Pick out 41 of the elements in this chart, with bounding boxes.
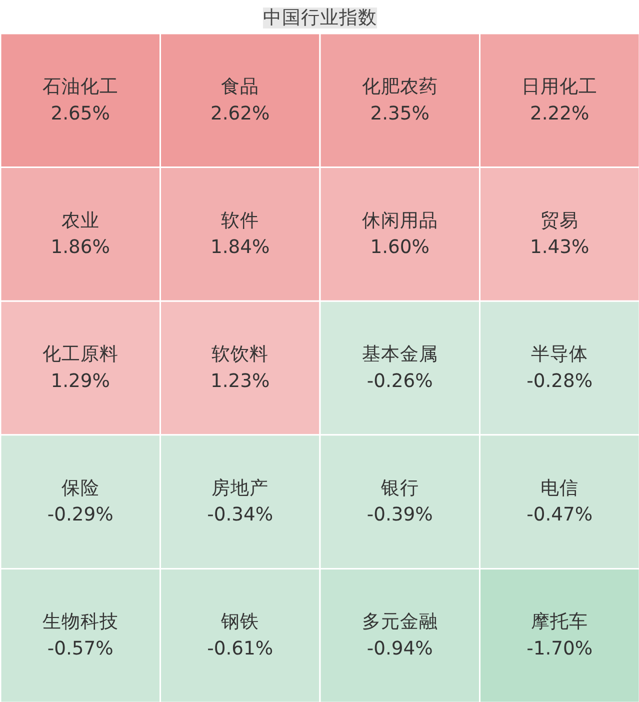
- data-label: 1.86%: [50, 237, 110, 258]
- data-label: 2.22%: [530, 103, 590, 124]
- data-label: 2.65%: [50, 103, 110, 124]
- data-label: -0.47%: [526, 504, 593, 526]
- category-label: 电信: [540, 478, 579, 499]
- data-label: 1.60%: [370, 237, 430, 258]
- category-label: 日用化工: [522, 76, 598, 98]
- category-label: 化肥农药: [362, 76, 438, 98]
- category-label: 多元金融: [362, 612, 438, 633]
- data-label: -0.26%: [366, 370, 433, 392]
- category-label: 钢铁: [220, 612, 260, 633]
- category-label: 基本金属: [362, 344, 438, 366]
- data-label: -0.28%: [526, 370, 593, 392]
- category-label: 半导体: [531, 344, 588, 366]
- data-label: -0.29%: [47, 504, 114, 526]
- category-label: 保险: [61, 478, 100, 499]
- data-label: 1.84%: [210, 237, 270, 258]
- data-label: -0.57%: [47, 638, 114, 660]
- category-label: 食品: [221, 76, 260, 98]
- data-label: 1.29%: [50, 370, 110, 392]
- data-label: 1.43%: [530, 237, 590, 258]
- category-label: 生物科技: [42, 612, 118, 633]
- category-label: 贸易: [540, 210, 579, 232]
- category-label: 软件: [221, 210, 260, 232]
- data-label: -0.34%: [207, 504, 274, 526]
- data-label: -0.61%: [207, 638, 274, 660]
- category-label: 休闲用品: [362, 210, 438, 232]
- category-label: 软饮料: [212, 344, 269, 366]
- text: 中国行业指数: [263, 8, 377, 28]
- data-label: -0.39%: [366, 504, 433, 526]
- data-label: -1.70%: [526, 638, 593, 660]
- category-label: 银行: [380, 478, 419, 499]
- category-label: 房地产: [212, 476, 269, 499]
- category-label: 石油化工: [42, 76, 118, 98]
- category-label: 农业: [61, 210, 100, 232]
- data-label: 1.23%: [210, 370, 270, 392]
- data-label: -0.94%: [366, 638, 433, 660]
- data-label: 2.35%: [370, 103, 430, 124]
- category-label: 摩托车: [531, 610, 588, 633]
- category-label: 化工原料: [42, 344, 118, 366]
- data-label: 2.62%: [210, 103, 270, 124]
